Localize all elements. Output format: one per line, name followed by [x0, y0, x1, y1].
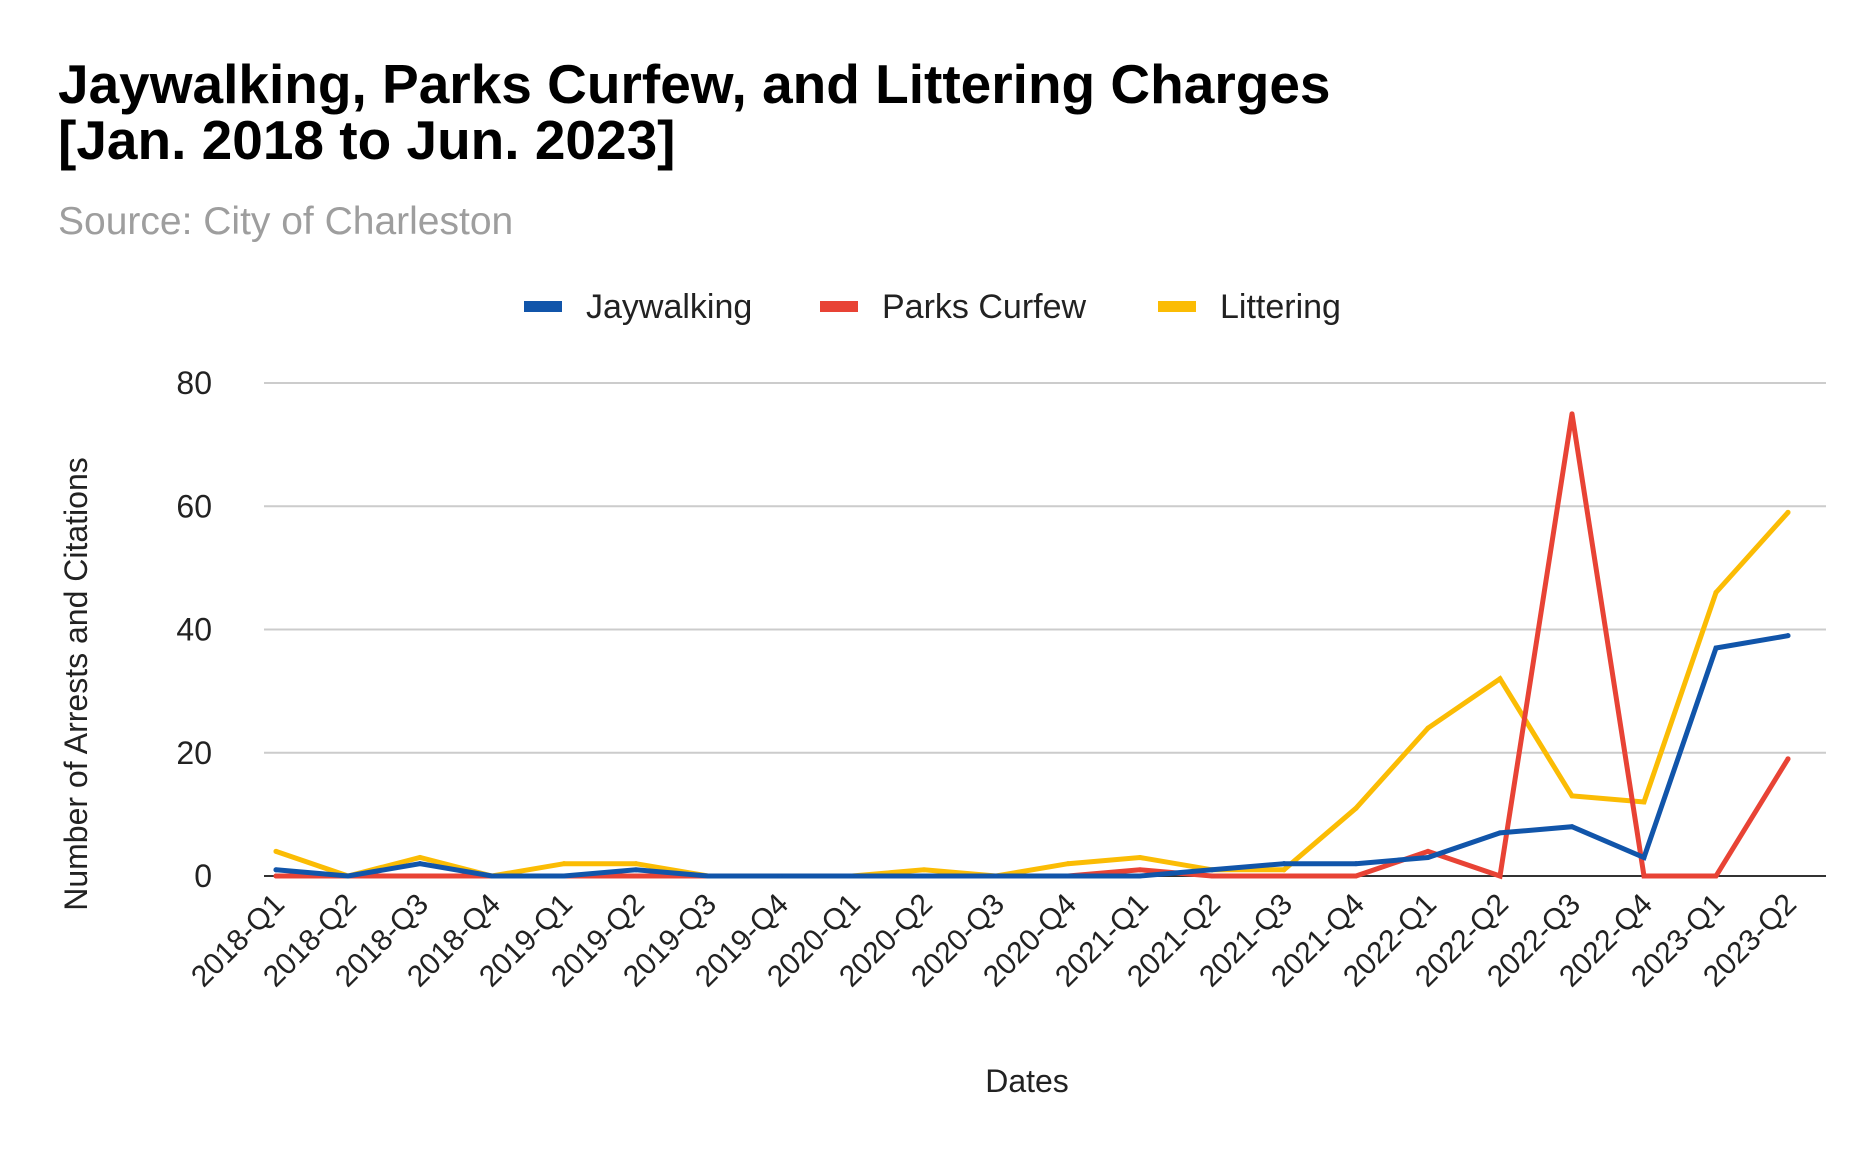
- jaywalking-point: [417, 861, 423, 867]
- jaywalking-point: [993, 873, 999, 879]
- jaywalking-point: [561, 873, 567, 879]
- legend-item-parks-curfew: Parks Curfew: [820, 288, 1086, 326]
- y-tick-label: 80: [176, 365, 212, 401]
- parks-curfew-point: [1785, 756, 1791, 762]
- x-axis-ticks: 2018-Q12018-Q22018-Q32018-Q42019-Q12019-…: [185, 888, 1803, 994]
- jaywalking-point: [705, 873, 711, 879]
- littering-point: [921, 867, 927, 873]
- legend-item-jaywalking: Jaywalking: [524, 288, 752, 326]
- parks-curfew-point: [633, 873, 639, 879]
- legend-swatch: [820, 301, 858, 312]
- littering-line: [273, 509, 1791, 879]
- parks-curfew-point: [1137, 867, 1143, 873]
- littering-point: [1785, 509, 1791, 515]
- series-lines: [273, 411, 1791, 880]
- jaywalking-point: [1785, 633, 1791, 639]
- jaywalking-line: [273, 633, 1791, 879]
- jaywalking-point: [1137, 873, 1143, 879]
- series-parks-curfew: [273, 411, 1791, 880]
- littering-point: [1497, 676, 1503, 682]
- jaywalking-point: [1569, 824, 1575, 830]
- y-tick-label: 40: [176, 612, 212, 648]
- littering-point: [561, 861, 567, 867]
- littering-point: [1065, 861, 1071, 867]
- parks-curfew-point: [1281, 873, 1287, 879]
- legend-label: Littering: [1220, 288, 1341, 326]
- y-axis-label: Number of Arrests and Citations: [58, 457, 94, 911]
- littering-point: [273, 848, 279, 854]
- parks-curfew-point: [1497, 873, 1503, 879]
- chart-title-line-2: [Jan. 2018 to Jun. 2023]: [58, 109, 676, 171]
- x-axis-label: Dates: [985, 1063, 1069, 1099]
- parks-curfew-point: [1641, 873, 1647, 879]
- jaywalking-point: [1641, 855, 1647, 861]
- jaywalking-point: [777, 873, 783, 879]
- parks-curfew-line: [273, 413, 1791, 880]
- chart-subtitle: Source: City of Charleston: [58, 200, 514, 243]
- littering-point: [1353, 805, 1359, 811]
- jaywalking-point: [633, 867, 639, 873]
- parks-curfew-point: [1569, 411, 1575, 417]
- jaywalking-point: [921, 873, 927, 879]
- legend-swatch: [524, 301, 562, 312]
- jaywalking-point: [1209, 867, 1215, 873]
- littering-point: [1713, 590, 1719, 596]
- jaywalking-point: [849, 873, 855, 879]
- parks-curfew-point: [1209, 873, 1215, 879]
- littering-point: [1641, 799, 1647, 805]
- littering-point: [1137, 855, 1143, 861]
- jaywalking-point: [489, 873, 495, 879]
- parks-curfew-point: [1425, 848, 1431, 854]
- littering-point: [1569, 793, 1575, 799]
- series-jaywalking: [273, 633, 1791, 879]
- parks-curfew-point: [417, 873, 423, 879]
- jaywalking-point: [1425, 855, 1431, 861]
- legend-item-littering: Littering: [1158, 288, 1341, 326]
- legend-swatch: [1158, 301, 1196, 312]
- jaywalking-point: [345, 873, 351, 879]
- jaywalking-point: [1065, 873, 1071, 879]
- legend-label: Jaywalking: [586, 288, 752, 326]
- littering-point: [417, 855, 423, 861]
- parks-curfew-point: [1713, 873, 1719, 879]
- y-tick-label: 60: [176, 488, 212, 524]
- legend-label: Parks Curfew: [882, 288, 1086, 326]
- jaywalking-point: [1497, 830, 1503, 836]
- chart-title: Jaywalking, Parks Curfew, and Littering …: [58, 56, 1331, 168]
- parks-curfew-point: [1353, 873, 1359, 879]
- chart-title-line-1: Jaywalking, Parks Curfew, and Littering …: [58, 53, 1331, 115]
- jaywalking-point: [273, 867, 279, 873]
- y-tick-label: 0: [194, 858, 212, 894]
- littering-point: [1425, 725, 1431, 731]
- littering-point: [633, 861, 639, 867]
- littering-point: [1281, 867, 1287, 873]
- y-tick-label: 20: [176, 735, 212, 771]
- jaywalking-point: [1281, 861, 1287, 867]
- jaywalking-point: [1713, 645, 1719, 651]
- series-littering: [273, 509, 1791, 879]
- y-axis-ticks: 0 20 40 60 80: [176, 365, 212, 894]
- jaywalking-point: [1353, 861, 1359, 867]
- legend: Jaywalking Parks Curfew Littering: [524, 288, 1341, 326]
- gridlines: [264, 382, 1826, 754]
- parks-curfew-point: [273, 873, 279, 879]
